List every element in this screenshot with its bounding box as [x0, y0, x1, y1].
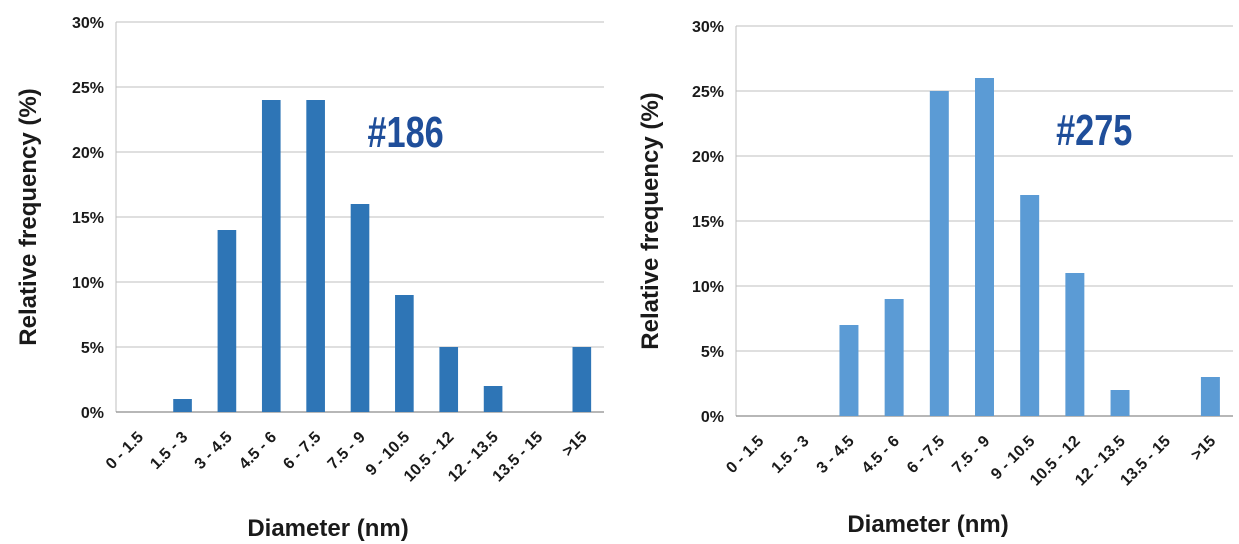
- y-tick-label: 25%: [72, 80, 104, 97]
- x-tick-label: 7.5 - 9: [949, 433, 993, 477]
- y-axis-title: Relative frequency (%): [15, 88, 42, 345]
- bar: [1200, 377, 1220, 416]
- y-tick-label: 15%: [692, 214, 724, 231]
- y-tick-label: 20%: [692, 149, 724, 166]
- y-tick-label: 0%: [701, 409, 724, 426]
- y-tick-label: 20%: [72, 145, 104, 162]
- sample-label: #186: [367, 108, 443, 157]
- bar: [1110, 390, 1130, 416]
- x-tick-label: >15: [559, 429, 590, 460]
- bar: [572, 347, 592, 412]
- bar: [306, 100, 325, 412]
- y-tick-label: 25%: [692, 84, 724, 101]
- y-tick-label: 0%: [81, 405, 104, 422]
- x-tick-label: 6 - 7.5: [280, 429, 324, 473]
- y-tick-label: 5%: [701, 344, 724, 361]
- bar: [483, 386, 503, 412]
- y-tick-label: 30%: [72, 15, 104, 32]
- sample-label: #275: [1056, 106, 1132, 155]
- bar: [439, 347, 459, 412]
- y-tick-label: 15%: [72, 210, 104, 227]
- y-tick-label: 10%: [692, 279, 724, 296]
- bar: [395, 295, 414, 412]
- bar: [839, 325, 859, 416]
- x-tick-label: 1.5 - 3: [769, 433, 813, 477]
- bar: [217, 230, 237, 412]
- y-tick-label: 10%: [72, 275, 104, 292]
- x-tick-label: 13.5 - 15: [1117, 433, 1174, 490]
- x-tick-label: 7.5 - 9: [325, 429, 369, 473]
- bar: [975, 78, 994, 416]
- bar: [350, 204, 370, 412]
- y-tick-label: 5%: [81, 340, 104, 357]
- x-tick-label: 1.5 - 3: [147, 429, 191, 473]
- x-tick-label: 6 - 7.5: [904, 433, 948, 477]
- x-tick-label: 0 - 1.5: [723, 433, 767, 477]
- x-axis-title: Diameter (nm): [847, 511, 1008, 538]
- y-tick-label: 30%: [692, 19, 724, 36]
- x-tick-label: 3 - 4.5: [814, 433, 858, 477]
- bar: [1065, 273, 1085, 416]
- x-tick-label: >15: [1188, 433, 1219, 464]
- bar: [884, 299, 904, 416]
- bar: [173, 399, 192, 412]
- x-tick-label: 4.5 - 6: [859, 433, 903, 477]
- x-tick-label: 3 - 4.5: [192, 429, 236, 473]
- x-tick-label: 4.5 - 6: [236, 429, 280, 473]
- x-axis-title: Diameter (nm): [247, 515, 408, 542]
- x-tick-label: 0 - 1.5: [103, 429, 147, 473]
- bar: [929, 91, 949, 416]
- bar: [1020, 195, 1040, 416]
- y-axis-title: Relative frequency (%): [637, 92, 664, 349]
- bar: [261, 100, 281, 412]
